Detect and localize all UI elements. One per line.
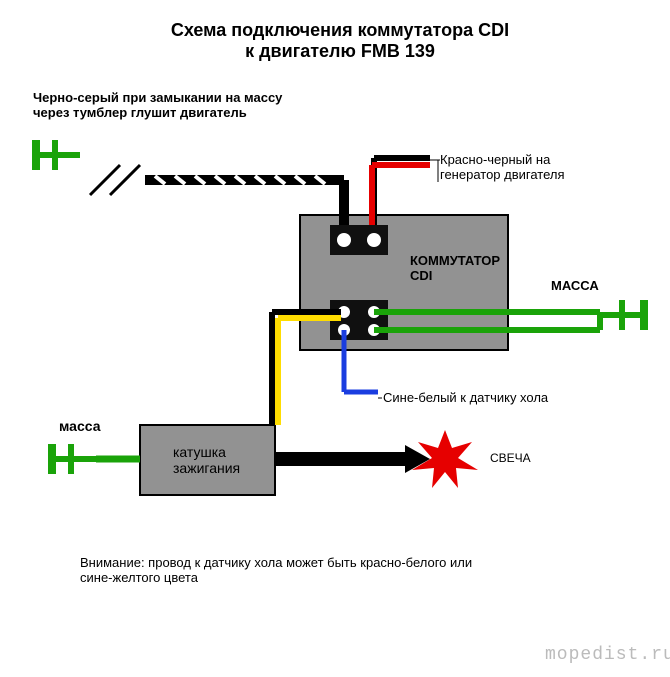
label-red-black: Красно-черный на генератор двигателя — [440, 152, 565, 182]
watermark: mopedist.ru — [545, 645, 670, 665]
label-line: генератор двигателя — [440, 167, 565, 182]
label-cdi: КОММУТАТОР CDI — [410, 253, 500, 283]
diagram-title: Схема подключения коммутатора CDI к двиг… — [130, 20, 550, 62]
label-line: CDI — [410, 268, 500, 283]
ground-icon — [600, 300, 644, 330]
label-line: Красно-черный на — [440, 152, 565, 167]
label-line: КОММУТАТОР — [410, 253, 500, 268]
label-spark-plug: СВЕЧА — [490, 451, 531, 465]
label-line: катушка — [173, 444, 240, 460]
label-line: Черно-серый при замыкании на массу — [33, 90, 282, 105]
ground-icon — [36, 140, 80, 170]
warning-line: сине-желтого цвета — [80, 570, 472, 585]
title-line2: к двигателю FMB 139 — [130, 41, 550, 62]
label-massa-right: МАССА — [551, 278, 599, 293]
label-line: через тумблер глушит двигатель — [33, 105, 282, 120]
title-line1: Схема подключения коммутатора CDI — [130, 20, 550, 41]
label-blue-white: Сине-белый к датчику хола — [383, 390, 548, 405]
label-line: зажигания — [173, 460, 240, 476]
wire-spark — [275, 445, 430, 473]
ground-icon — [52, 444, 96, 474]
label-black-grey: Черно-серый при замыкании на массу через… — [33, 90, 282, 120]
label-ignition-coil: катушка зажигания — [173, 444, 240, 476]
label-massa-left: масса — [59, 418, 101, 434]
wiring-diagram: Схема подключения коммутатора CDI к двиг… — [0, 0, 670, 677]
warning-line: Внимание: провод к датчику хола может бы… — [80, 555, 472, 570]
warning-text: Внимание: провод к датчику хола может бы… — [80, 555, 472, 585]
